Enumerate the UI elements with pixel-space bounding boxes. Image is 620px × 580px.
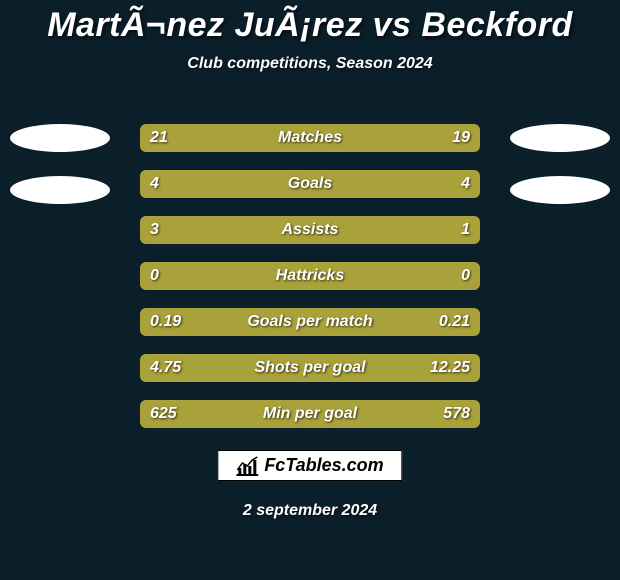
bar-segment-right	[310, 262, 480, 290]
bar-segment-left	[140, 216, 395, 244]
stat-value-right: 4	[461, 170, 470, 198]
stat-row: 0.190.21Goals per match	[140, 308, 480, 336]
player-badge-left	[10, 124, 110, 152]
player-badge-left	[10, 176, 110, 204]
watermark: FcTables.com	[217, 450, 402, 481]
stat-value-left: 0	[150, 262, 159, 290]
stat-row: 625578Min per goal	[140, 400, 480, 428]
stat-value-right: 1	[461, 216, 470, 244]
stat-row: 00Hattricks	[140, 262, 480, 290]
comparison-bars: 2119Matches44Goals31Assists00Hattricks0.…	[140, 124, 480, 446]
page-title: MartÃ¬nez JuÃ¡rez vs Beckford	[0, 0, 620, 45]
stat-row: 31Assists	[140, 216, 480, 244]
stat-value-left: 3	[150, 216, 159, 244]
player-badge-right	[510, 124, 610, 152]
stat-row: 44Goals	[140, 170, 480, 198]
stat-value-left: 21	[150, 124, 168, 152]
date-text: 2 september 2024	[0, 502, 620, 520]
stat-value-right: 0.21	[439, 308, 470, 336]
watermark-chart-icon	[236, 456, 258, 476]
bar-segment-left	[140, 170, 310, 198]
stat-value-left: 0.19	[150, 308, 181, 336]
stat-value-right: 578	[443, 400, 470, 428]
stat-row: 4.7512.25Shots per goal	[140, 354, 480, 382]
stat-value-right: 19	[452, 124, 470, 152]
stat-value-right: 0	[461, 262, 470, 290]
comparison-canvas: MartÃ¬nez JuÃ¡rez vs Beckford Club compe…	[0, 0, 620, 580]
bar-segment-left	[140, 262, 310, 290]
watermark-text: FcTables.com	[264, 455, 383, 476]
stat-value-left: 4	[150, 170, 159, 198]
stat-value-left: 4.75	[150, 354, 181, 382]
stat-row: 2119Matches	[140, 124, 480, 152]
player-badge-right	[510, 176, 610, 204]
stat-value-right: 12.25	[430, 354, 470, 382]
subtitle: Club competitions, Season 2024	[0, 55, 620, 73]
bar-segment-right	[310, 170, 480, 198]
stat-value-left: 625	[150, 400, 177, 428]
